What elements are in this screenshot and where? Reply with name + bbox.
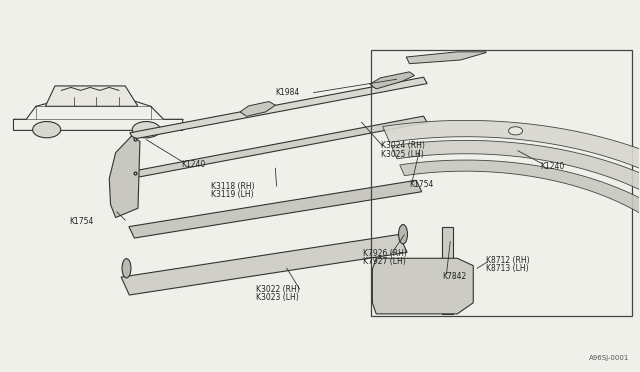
Polygon shape — [372, 258, 473, 314]
Polygon shape — [130, 116, 427, 178]
Circle shape — [33, 122, 61, 138]
Ellipse shape — [399, 225, 408, 244]
Polygon shape — [400, 160, 640, 287]
Text: K3025 (LH): K3025 (LH) — [381, 150, 424, 159]
Polygon shape — [442, 227, 454, 314]
Polygon shape — [391, 140, 640, 284]
Text: K7926 (RH): K7926 (RH) — [364, 249, 407, 258]
Text: K1984: K1984 — [275, 88, 300, 97]
Text: K3024 (RH): K3024 (RH) — [381, 141, 425, 151]
Bar — [371, 49, 632, 317]
Polygon shape — [130, 77, 427, 139]
Polygon shape — [370, 72, 415, 89]
Polygon shape — [240, 102, 275, 116]
Text: K8713 (LH): K8713 (LH) — [486, 264, 529, 273]
Text: K3022 (RH): K3022 (RH) — [256, 285, 300, 294]
Polygon shape — [129, 180, 422, 238]
Polygon shape — [109, 136, 140, 218]
Polygon shape — [383, 121, 640, 280]
Text: K1240: K1240 — [181, 160, 205, 169]
Text: K7842: K7842 — [443, 272, 467, 281]
Text: K7927 (LH): K7927 (LH) — [364, 257, 406, 266]
Text: K1240: K1240 — [540, 162, 564, 171]
Polygon shape — [121, 234, 407, 295]
Text: K3118 (RH): K3118 (RH) — [211, 182, 255, 190]
Ellipse shape — [122, 259, 131, 278]
Text: K1754: K1754 — [70, 217, 94, 226]
Text: A96SJ-0001: A96SJ-0001 — [589, 355, 630, 361]
Circle shape — [509, 127, 523, 135]
Polygon shape — [406, 52, 486, 64]
Text: K3023 (LH): K3023 (LH) — [256, 293, 299, 302]
Text: K8712 (RH): K8712 (RH) — [486, 256, 530, 264]
Text: K3119 (LH): K3119 (LH) — [211, 190, 254, 199]
Polygon shape — [45, 86, 138, 106]
Text: K1754: K1754 — [410, 180, 434, 189]
Circle shape — [132, 122, 161, 138]
